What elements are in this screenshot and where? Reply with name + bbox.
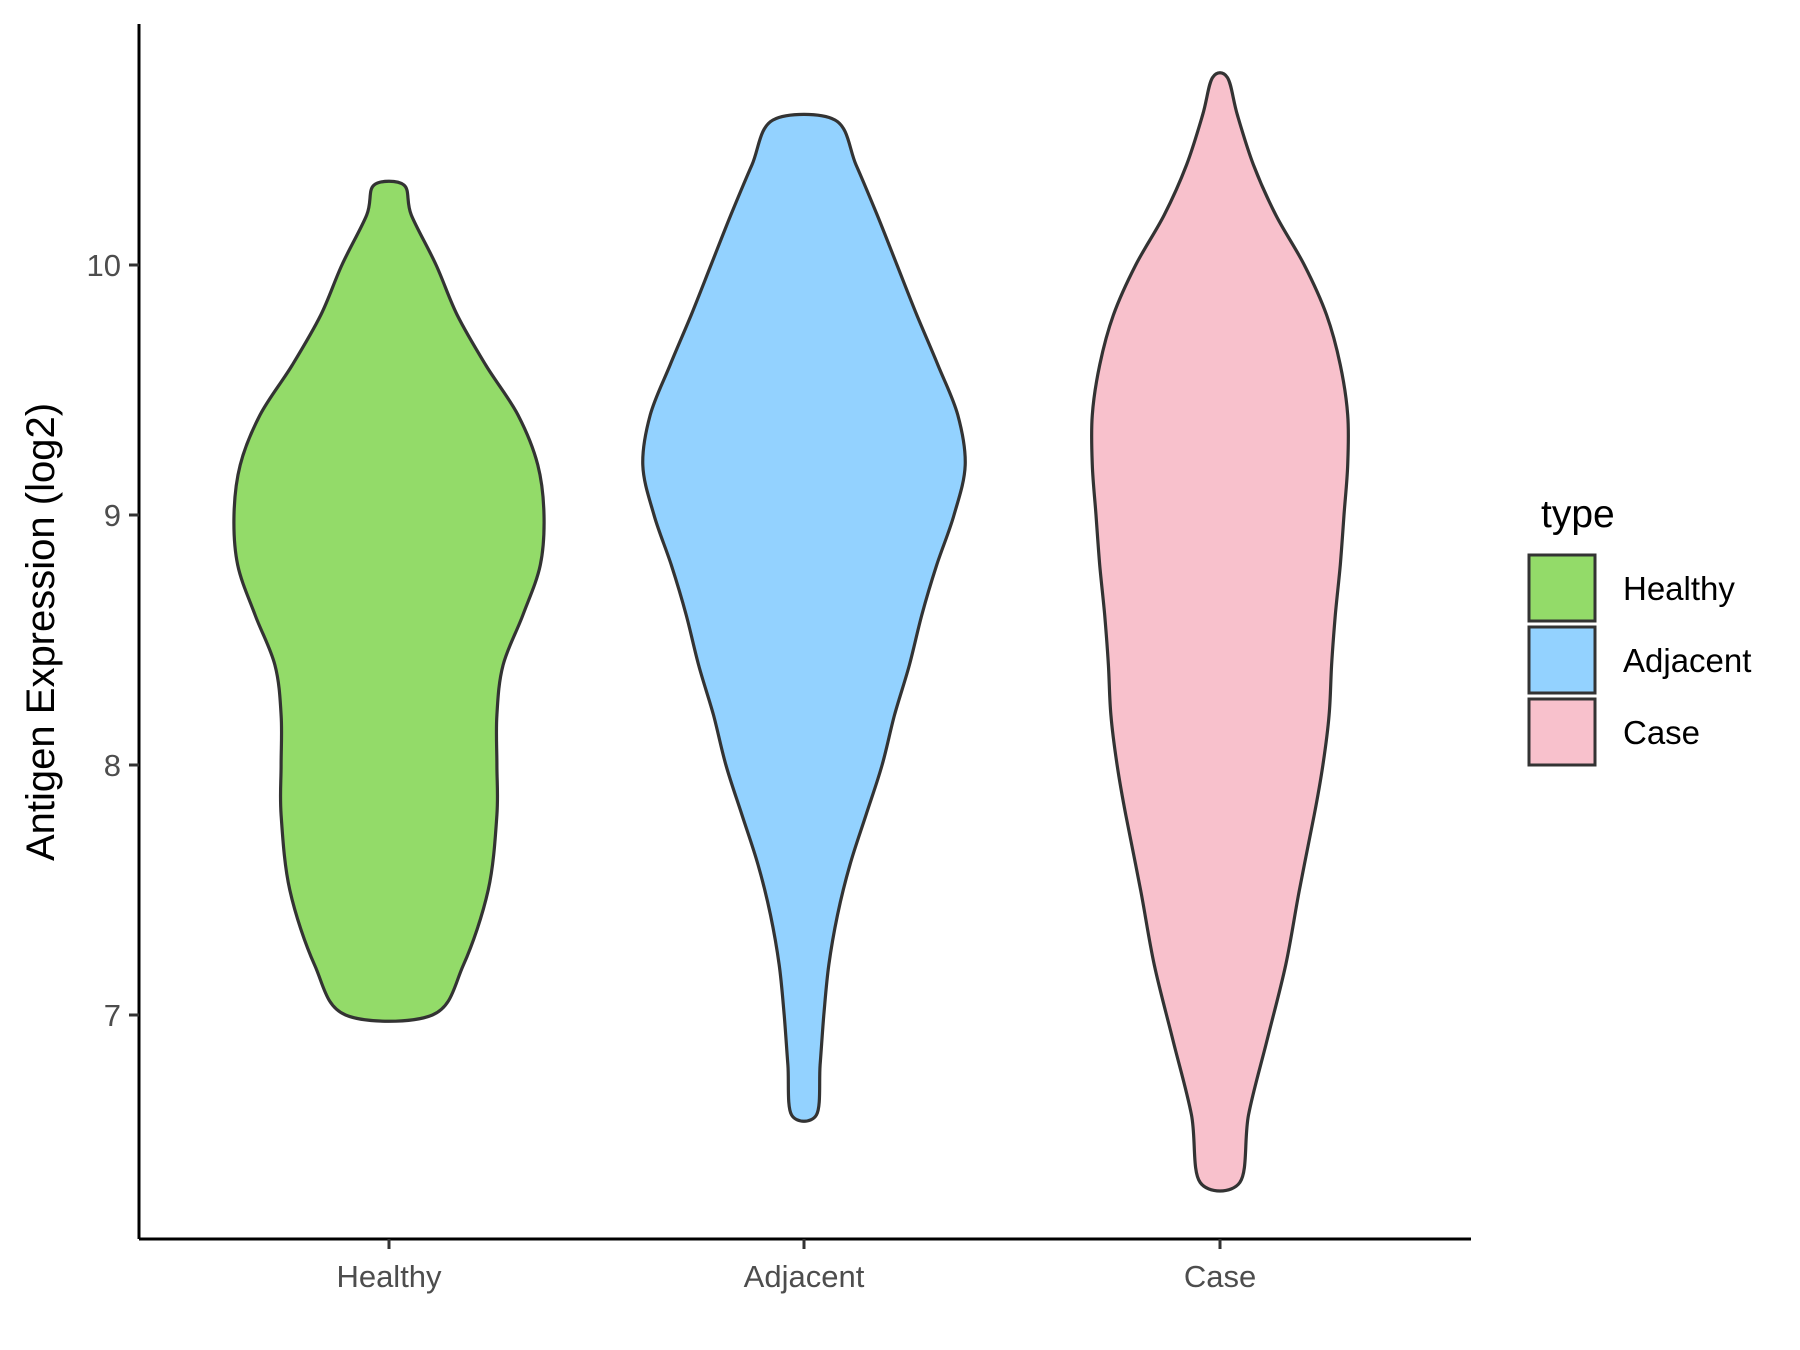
- x-tick-label-case: Case: [1184, 1259, 1256, 1294]
- x-tick-label-healthy: Healthy: [336, 1259, 442, 1294]
- legend: type Healthy Adjacent Case: [1527, 493, 1751, 767]
- violin-healthy: [232, 179, 546, 1023]
- violin-case: [1089, 71, 1351, 1193]
- y-tick-label: 8: [104, 748, 121, 783]
- legend-swatch-case: [1527, 697, 1597, 767]
- y-axis-title: Antigen Expression (log2): [19, 403, 63, 861]
- legend-swatch-adjacent: [1527, 625, 1597, 695]
- legend-title: type: [1541, 493, 1615, 536]
- violin-adjacent: [641, 112, 967, 1123]
- violin-layer: [232, 71, 1351, 1193]
- legend-label-adjacent: Adjacent: [1623, 642, 1751, 679]
- y-tick-label: 10: [87, 248, 121, 283]
- legend-label-case: Case: [1623, 714, 1700, 751]
- legend-swatch-healthy: [1527, 553, 1597, 623]
- y-tick-label: 7: [104, 998, 121, 1033]
- y-axis-ticks: 7 8 9 10: [87, 248, 139, 1033]
- x-tick-label-adjacent: Adjacent: [744, 1259, 865, 1294]
- legend-label-healthy: Healthy: [1623, 570, 1735, 607]
- x-axis-ticks: Healthy Adjacent Case: [336, 1239, 1256, 1294]
- y-tick-label: 9: [104, 498, 121, 533]
